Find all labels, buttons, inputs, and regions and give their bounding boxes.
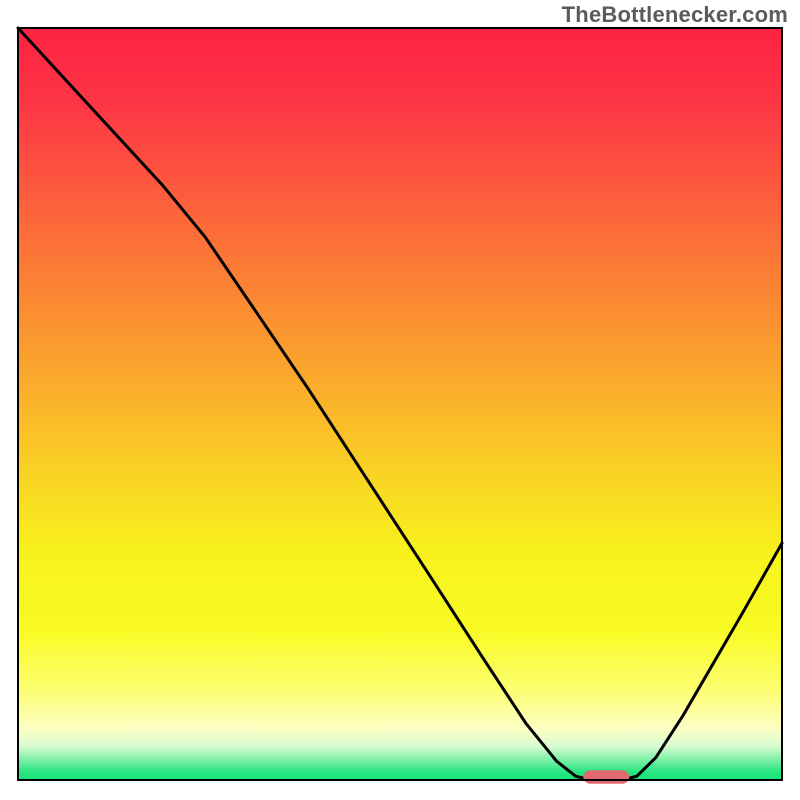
figure-container: TheBottlenecker.com xyxy=(0,0,800,800)
bottleneck-chart xyxy=(0,0,800,800)
watermark-label: TheBottlenecker.com xyxy=(562,2,788,28)
plot-background xyxy=(18,28,782,780)
optimum-marker xyxy=(583,770,629,784)
